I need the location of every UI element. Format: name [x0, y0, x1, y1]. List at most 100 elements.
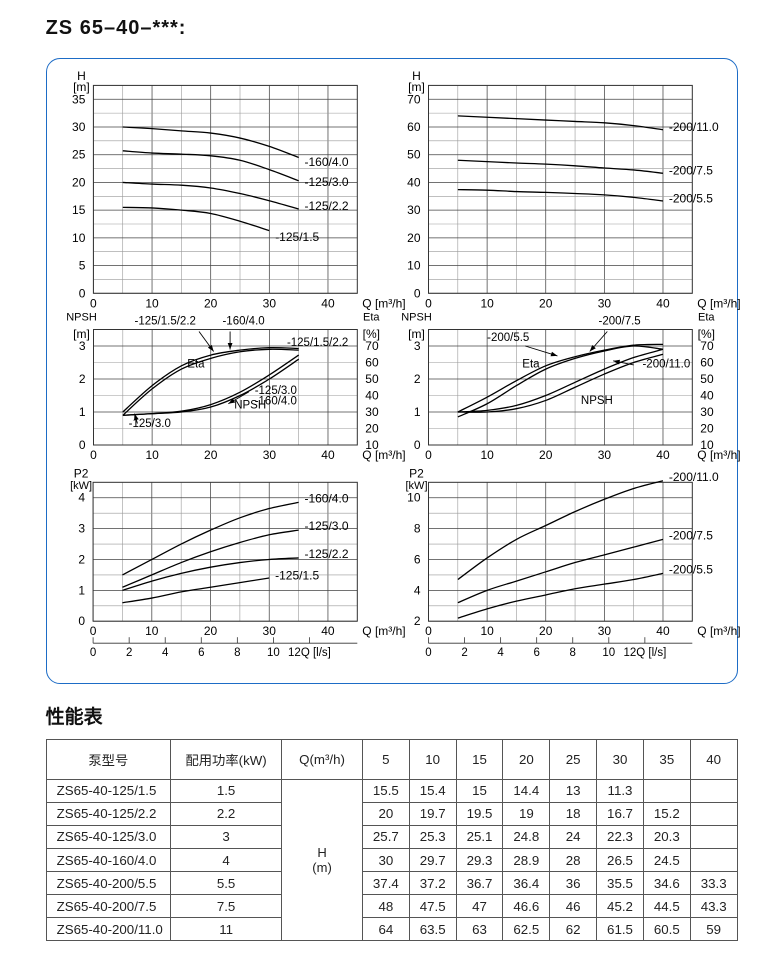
svg-text:30: 30	[263, 624, 277, 638]
svg-text:Eta: Eta	[698, 312, 715, 324]
svg-text:20: 20	[539, 296, 553, 310]
svg-text:12Q [l/s]: 12Q [l/s]	[623, 647, 666, 659]
svg-text:6: 6	[198, 647, 204, 659]
svg-text:50: 50	[407, 148, 421, 162]
svg-text:[%]: [%]	[698, 327, 715, 341]
svg-text:8: 8	[234, 647, 240, 659]
svg-text:30: 30	[700, 405, 714, 419]
svg-text:60: 60	[365, 356, 379, 370]
svg-text:2: 2	[126, 647, 132, 659]
svg-text:0: 0	[425, 647, 431, 659]
svg-text:6: 6	[533, 647, 539, 659]
svg-text:8: 8	[414, 522, 421, 536]
svg-text:50: 50	[700, 372, 714, 386]
svg-text:10: 10	[480, 296, 494, 310]
svg-text:3: 3	[414, 339, 421, 353]
svg-text:-160/4.0: -160/4.0	[255, 396, 297, 408]
svg-text:20: 20	[700, 422, 714, 436]
svg-text:-125/2.2: -125/2.2	[304, 547, 348, 561]
svg-text:40: 40	[407, 175, 421, 189]
svg-text:60: 60	[700, 356, 714, 370]
svg-text:P2: P2	[409, 467, 424, 481]
svg-text:20: 20	[204, 296, 218, 310]
svg-text:2: 2	[79, 372, 86, 386]
svg-text:40: 40	[321, 624, 335, 638]
svg-text:[m]: [m]	[73, 327, 90, 341]
svg-text:10: 10	[267, 647, 280, 659]
svg-text:-200/5.5: -200/5.5	[487, 332, 529, 344]
svg-text:0: 0	[90, 448, 97, 462]
svg-text:40: 40	[700, 389, 714, 403]
svg-text:Q [m³/h]: Q [m³/h]	[362, 624, 405, 638]
svg-text:Eta: Eta	[363, 312, 380, 324]
svg-text:-125/1.5: -125/1.5	[275, 230, 319, 244]
svg-text:0: 0	[425, 624, 432, 638]
svg-text:10: 10	[145, 448, 159, 462]
svg-text:15: 15	[72, 203, 86, 217]
svg-text:35: 35	[72, 92, 86, 106]
svg-text:20: 20	[365, 422, 379, 436]
svg-text:40: 40	[656, 448, 670, 462]
svg-text:-200/11.0: -200/11.0	[669, 120, 719, 134]
svg-text:50: 50	[365, 372, 379, 386]
svg-text:25: 25	[72, 148, 86, 162]
svg-text:P2: P2	[74, 467, 89, 481]
svg-text:60: 60	[407, 120, 421, 134]
svg-text:[kW]: [kW]	[70, 480, 92, 492]
svg-text:20: 20	[407, 231, 421, 245]
svg-text:0: 0	[425, 296, 432, 310]
svg-text:0: 0	[90, 624, 97, 638]
svg-text:3: 3	[79, 339, 86, 353]
svg-text:[m]: [m]	[408, 327, 425, 341]
svg-text:-200/7.5: -200/7.5	[669, 164, 713, 178]
svg-text:30: 30	[598, 296, 612, 310]
svg-text:40: 40	[321, 296, 335, 310]
svg-text:20: 20	[204, 448, 218, 462]
svg-text:0: 0	[90, 296, 97, 310]
svg-text:-200/11.0: -200/11.0	[669, 470, 719, 484]
svg-text:0: 0	[78, 614, 85, 628]
svg-text:[%]: [%]	[363, 327, 380, 341]
svg-text:Q [m³/h]: Q [m³/h]	[697, 624, 740, 638]
svg-text:0: 0	[414, 438, 421, 452]
svg-text:40: 40	[321, 448, 335, 462]
svg-text:-160/4.0: -160/4.0	[222, 316, 264, 328]
svg-text:1: 1	[78, 583, 85, 597]
svg-text:0: 0	[79, 286, 86, 300]
svg-text:20: 20	[204, 624, 218, 638]
svg-text:NPSH: NPSH	[66, 312, 97, 324]
svg-text:2: 2	[461, 647, 467, 659]
svg-text:6: 6	[414, 552, 421, 566]
svg-text:Q [m³/h]: Q [m³/h]	[362, 296, 405, 310]
svg-text:NPSH: NPSH	[401, 312, 432, 324]
svg-text:Q [m³/h]: Q [m³/h]	[697, 296, 740, 310]
svg-text:10: 10	[480, 624, 494, 638]
svg-text:-125/3.0: -125/3.0	[305, 175, 349, 189]
svg-text:30: 30	[365, 405, 379, 419]
svg-text:20: 20	[72, 175, 86, 189]
svg-text:30: 30	[407, 203, 421, 217]
svg-text:0: 0	[414, 286, 421, 300]
svg-text:40: 40	[365, 389, 379, 403]
svg-text:10: 10	[145, 624, 159, 638]
svg-text:-200/11.0: -200/11.0	[642, 358, 690, 370]
svg-text:-200/5.5: -200/5.5	[669, 191, 713, 205]
svg-text:10: 10	[145, 296, 159, 310]
svg-text:2: 2	[414, 614, 421, 628]
svg-text:1: 1	[79, 405, 86, 419]
svg-text:12Q [l/s]: 12Q [l/s]	[288, 647, 331, 659]
svg-text:4: 4	[162, 647, 169, 659]
svg-text:Eta: Eta	[187, 358, 205, 370]
svg-text:10: 10	[480, 448, 494, 462]
svg-text:2: 2	[78, 552, 85, 566]
svg-text:-125/1.5/2.2: -125/1.5/2.2	[135, 316, 196, 328]
svg-text:30: 30	[263, 296, 277, 310]
svg-text:30: 30	[263, 448, 277, 462]
svg-text:0: 0	[90, 647, 96, 659]
svg-text:40: 40	[656, 624, 670, 638]
svg-text:30: 30	[598, 624, 612, 638]
svg-text:5: 5	[79, 259, 86, 273]
svg-text:10: 10	[72, 231, 86, 245]
svg-text:30: 30	[72, 120, 86, 134]
svg-text:10: 10	[407, 491, 421, 505]
